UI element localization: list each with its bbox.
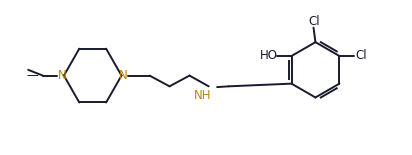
Text: N: N	[58, 69, 66, 82]
Text: N: N	[119, 69, 128, 82]
Text: —: —	[26, 69, 38, 82]
Text: Cl: Cl	[309, 15, 321, 28]
Text: HO: HO	[260, 49, 277, 62]
Text: Cl: Cl	[356, 49, 368, 62]
Text: NH: NH	[194, 89, 212, 102]
